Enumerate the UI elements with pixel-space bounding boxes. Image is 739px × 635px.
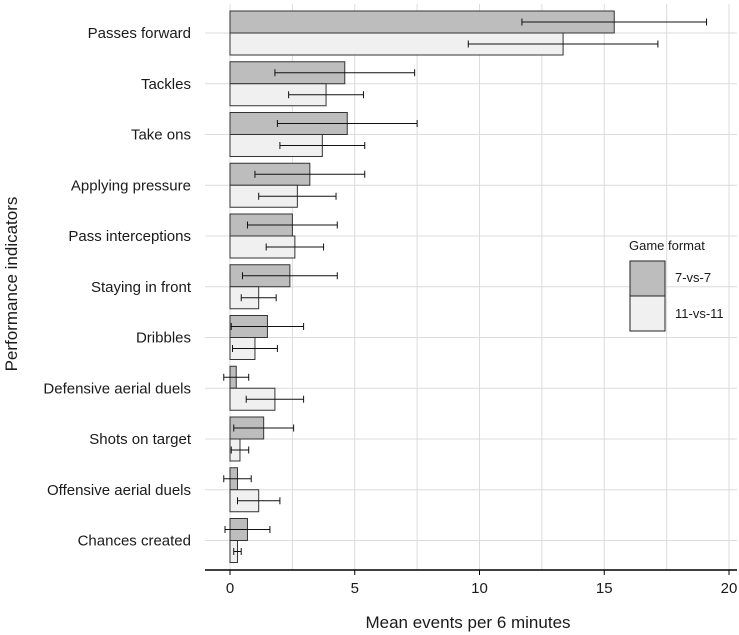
error-bar-take-ons-7-vs-7: [276, 120, 418, 127]
error-bar-defensive-aerial-duels-11-vs-11: [245, 395, 305, 403]
error-bar-dribbles-7-vs-7: [230, 323, 305, 330]
tick-labels: 0 5 10 15 20: [226, 570, 738, 597]
errors-layer: [223, 18, 708, 555]
legend-title: Game format: [629, 238, 705, 253]
y-axis-title: Performance indicators: [2, 197, 21, 372]
bars-layer: [229, 10, 615, 563]
error-bar-passes-forward-11-vs-11: [467, 40, 659, 48]
category-label: Chances created: [78, 533, 191, 550]
legend-label-11-vs-11: 11-vs-11: [675, 306, 724, 321]
category-label: Tackles: [141, 76, 191, 93]
category-labels: Passes forward Tackles Take ons Applying pr…: [43, 25, 191, 550]
error-bar-offensive-aerial-duels-11-vs-11: [236, 497, 281, 505]
error-bar-pass-interceptions-7-vs-7: [246, 221, 338, 229]
error-bar-staying-in-front-11-vs-11: [240, 294, 277, 302]
category-label: Defensive aerial duels: [43, 380, 191, 397]
category-label: Take ons: [131, 127, 191, 144]
error-bar-shots-on-target-7-vs-7: [233, 424, 295, 432]
category-label: Offensive aerial duels: [47, 482, 191, 499]
x-tick-label: 0: [226, 580, 234, 597]
category-label: Shots on target: [89, 431, 192, 448]
category-label: Staying in front: [91, 279, 192, 296]
legend-swatch-11-vs-11: [629, 295, 666, 332]
error-bar-staying-in-front-7-vs-7: [241, 272, 338, 280]
error-bar-shots-on-target-11-vs-11: [230, 446, 250, 454]
error-bar-take-ons-11-vs-11: [279, 142, 366, 149]
legend: Game format 7-vs-7 11-vs-11: [629, 238, 724, 332]
error-bar-applying-pressure-11-vs-11: [258, 192, 337, 200]
error-bar-dribbles-11-vs-11: [231, 345, 278, 352]
legend-swatch-7-vs-7: [629, 260, 666, 297]
error-bar-passes-forward-7-vs-7: [521, 18, 708, 26]
error-bar-chances-created-7-vs-7: [224, 526, 271, 533]
category-label: Passes forward: [88, 25, 191, 42]
x-tick-label: 10: [471, 580, 488, 597]
category-label: Pass interceptions: [68, 228, 191, 245]
category-label: Applying pressure: [71, 177, 191, 194]
legend-label-7-vs-7: 7-vs-7: [675, 270, 711, 285]
error-bar-tackles-11-vs-11: [288, 91, 364, 99]
x-tick-label: 15: [596, 580, 613, 597]
x-tick-label: 20: [721, 580, 738, 597]
error-bar-pass-interceptions-11-vs-11: [265, 243, 325, 251]
error-bar-applying-pressure-7-vs-7: [254, 170, 366, 178]
category-label: Dribbles: [136, 330, 191, 347]
error-bar-chances-created-11-vs-11: [233, 548, 242, 555]
x-tick-label: 5: [351, 580, 359, 597]
error-bar-tackles-7-vs-7: [274, 69, 416, 77]
error-bar-offensive-aerial-duels-7-vs-7: [223, 475, 252, 483]
error-bar-defensive-aerial-duels-7-vs-7: [223, 373, 250, 381]
x-axis-title: Mean events per 6 minutes: [365, 613, 570, 632]
